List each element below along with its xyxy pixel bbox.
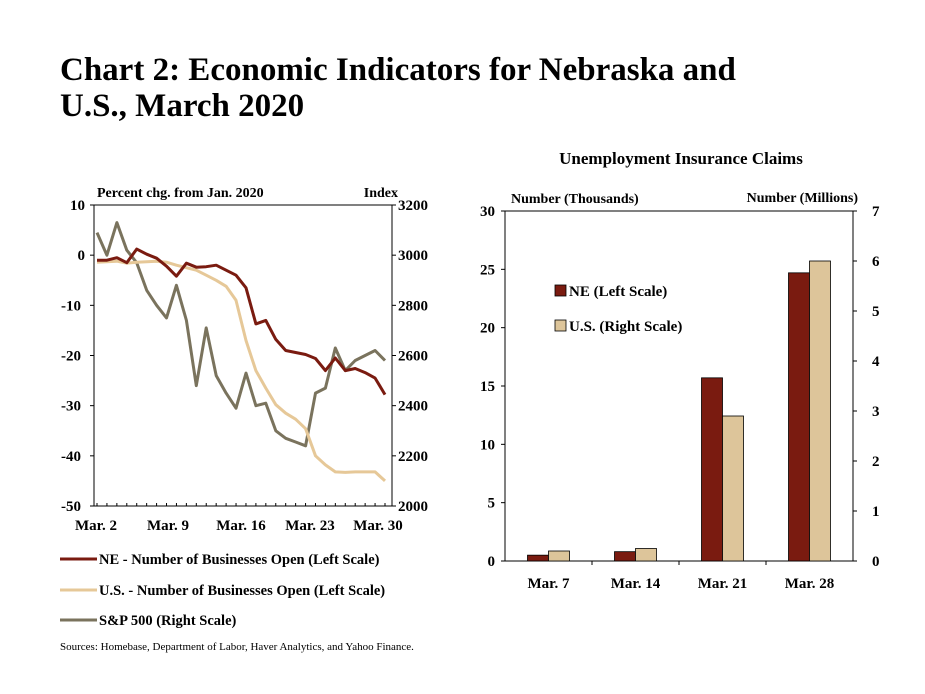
x-tick-label: Mar. 9	[147, 518, 189, 534]
page-title-line-1: Chart 2: Economic Indicators for Nebrask…	[60, 52, 736, 88]
series-line-2	[95, 221, 387, 448]
line-chart-right-ticks: 3200 3000 2800 2600 2400 2200 2000	[392, 198, 428, 515]
right-tick-label: 3	[872, 404, 880, 420]
right-tick-label: 7	[872, 204, 880, 220]
left-tick-label: -10	[61, 298, 81, 314]
left-tick-label: 15	[480, 379, 495, 395]
legend-swatch	[554, 319, 567, 332]
series-line-1	[96, 259, 387, 483]
bar-us	[722, 415, 744, 562]
bar-chart-right-axis-label: Number (Millions)	[747, 191, 859, 206]
right-tick-label: 3200	[398, 198, 428, 214]
right-tick-label: 2	[872, 454, 880, 470]
bar-ne	[614, 551, 636, 562]
left-tick-label: 0	[488, 554, 496, 570]
legend-label: S&P 500 (Right Scale)	[99, 613, 237, 629]
left-tick-label: -20	[61, 349, 81, 365]
bar-ne	[527, 554, 549, 562]
left-tick-label: 30	[480, 204, 495, 220]
page-title-line-2: U.S., March 2020	[60, 88, 305, 124]
x-tick-label: Mar. 14	[611, 576, 661, 592]
legend-label: NE (Left Scale)	[569, 284, 667, 300]
line-chart-left-ticks: 10 0 -10 -20 -30 -40 -50	[61, 198, 94, 515]
right-tick-label: 0	[872, 554, 880, 570]
bar-chart: Unemployment Insurance Claims Number (Th…	[480, 149, 880, 592]
x-tick-label: Mar. 7	[528, 576, 570, 592]
sources-note: Sources: Homebase, Department of Labor, …	[60, 641, 414, 653]
x-tick-label: Mar. 28	[785, 576, 834, 592]
bar-chart-bars	[527, 260, 831, 562]
x-tick-label: Mar. 2	[75, 518, 117, 534]
legend-label: NE - Number of Businesses Open (Left Sca…	[99, 552, 380, 568]
right-tick-label: 2800	[398, 298, 428, 314]
x-tick-label: Mar. 30	[353, 518, 402, 534]
line-chart-legend: NE - Number of Businesses Open (Left Sca…	[60, 552, 385, 629]
left-tick-label: -40	[61, 449, 81, 465]
right-tick-label: 3000	[398, 248, 428, 264]
right-tick-label: 2600	[398, 349, 428, 365]
right-tick-label: 2200	[398, 449, 428, 465]
right-tick-label: 2000	[398, 499, 428, 515]
line-chart-left-axis-label: Percent chg. from Jan. 2020	[97, 186, 264, 201]
bar-us	[809, 260, 831, 562]
right-tick-label: 2400	[398, 399, 428, 415]
x-tick-label: Mar. 23	[285, 518, 334, 534]
left-tick-label: 10	[70, 198, 85, 214]
series-line-0	[97, 247, 387, 396]
left-tick-label: -30	[61, 399, 81, 415]
right-tick-label: 4	[872, 354, 880, 370]
line-chart: Percent chg. from Jan. 2020 Index 10 0 -10…	[60, 186, 428, 629]
line-chart-x-ticks: Mar. 2 Mar. 9 Mar. 16 Mar. 23 Mar. 30	[75, 503, 403, 534]
right-tick-label: 1	[872, 504, 880, 520]
bar-chart-x-ticks: Mar. 7 Mar. 14 Mar. 21 Mar. 28	[528, 561, 834, 592]
bar-us	[548, 550, 570, 562]
legend-label: U.S. - Number of Businesses Open (Left S…	[99, 583, 385, 599]
bar-us	[635, 548, 657, 562]
left-tick-label: 10	[480, 437, 495, 453]
right-tick-label: 6	[872, 254, 880, 270]
left-tick-label: 0	[78, 248, 86, 264]
bar-chart-left-ticks: 30 25 20 15 10 5 0	[480, 204, 505, 570]
bar-chart-left-axis-label: Number (Thousands)	[511, 192, 639, 207]
legend-swatch	[554, 284, 567, 297]
x-tick-label: Mar. 21	[698, 576, 747, 592]
legend-label: U.S. (Right Scale)	[569, 319, 682, 335]
bar-ne	[788, 272, 810, 562]
bar-chart-right-ticks: 7 6 5 4 3 2 1 0	[853, 204, 880, 570]
bar-ne	[701, 377, 723, 562]
bar-chart-title: Unemployment Insurance Claims	[559, 149, 803, 168]
line-chart-right-axis-label: Index	[364, 186, 398, 201]
left-tick-label: 5	[488, 496, 496, 512]
bar-chart-legend: NE (Left Scale) U.S. (Right Scale)	[554, 284, 682, 335]
x-tick-label: Mar. 16	[216, 518, 266, 534]
left-tick-label: 20	[480, 321, 495, 337]
line-chart-series	[95, 221, 387, 483]
right-tick-label: 5	[872, 304, 880, 320]
left-tick-label: -50	[61, 499, 81, 515]
left-tick-label: 25	[480, 262, 495, 278]
page-title: Chart 2: Economic Indicators for Nebrask…	[60, 52, 880, 124]
